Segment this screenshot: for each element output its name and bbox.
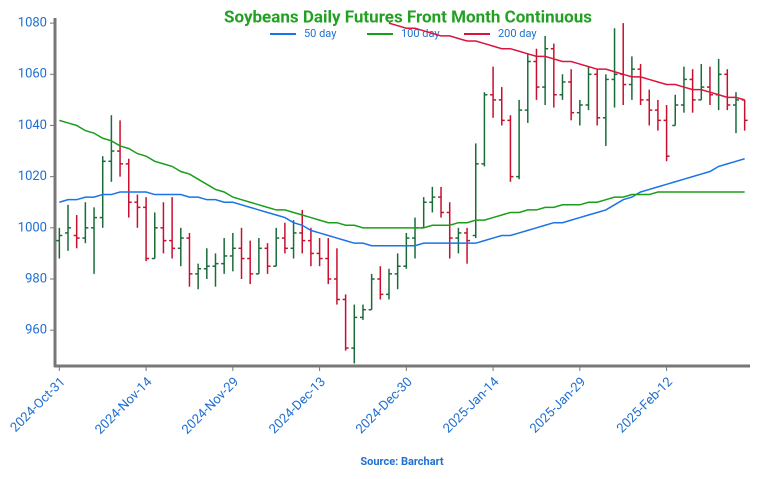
x-tick-label: 2024-Oct-31: [8, 375, 69, 436]
ma-line: [59, 158, 745, 247]
y-tick-label: 1020: [18, 169, 47, 184]
x-tick-label: 2024-Dec-13: [266, 375, 328, 437]
y-tick-label: 1000: [18, 220, 47, 235]
source: Source: Barchart: [360, 455, 443, 468]
legend-label: 100 day: [401, 27, 440, 40]
chart-title: Soybeans Daily Futures Front Month Conti…: [224, 7, 592, 27]
x-tick-label: 2025-Jan-29: [527, 375, 589, 437]
ma-line: [388, 22, 745, 101]
y-tick-label: 1060: [18, 67, 47, 82]
x-tick-label: 2024-Dec-30: [353, 375, 415, 437]
legend-label: 50 day: [304, 27, 337, 40]
ma-line: [59, 119, 745, 229]
y-tick-label: 980: [25, 271, 47, 286]
y-tick-label: 1080: [18, 16, 47, 31]
x-tick-label: 2025-Jan-14: [441, 374, 503, 436]
y-tick-label: 1040: [18, 118, 47, 133]
x-tick-label: 2024-Nov-14: [92, 374, 155, 437]
x-tick-label: 2024-Nov-29: [179, 375, 242, 438]
y-tick-label: 960: [25, 323, 47, 338]
legend-label: 200 day: [498, 27, 537, 40]
x-tick-label: 2025-Feb-12: [614, 375, 676, 437]
